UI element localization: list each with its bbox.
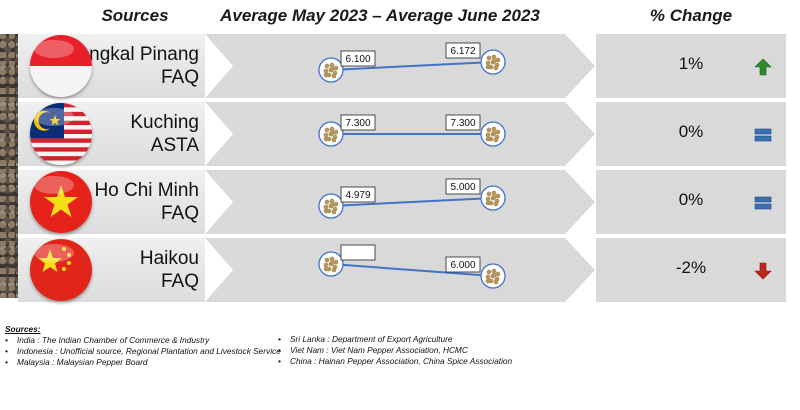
footnote: • India : The Indian Chamber of Commerce … (5, 335, 210, 345)
footnote: • Indonesia : Unofficial source, Regional… (5, 346, 281, 356)
source-city: Pangkal Pinang (65, 44, 199, 65)
footnote: • Sri Lanka : Department of Export Agricu… (278, 334, 453, 344)
end-value-label: 6.000 (450, 260, 475, 271)
china-flag-icon (30, 239, 92, 301)
series-line (330, 197, 494, 207)
footnote: • Viet Nam : Viet Nam Pepper Association,… (278, 345, 468, 355)
price-row: Pangkal Pinang FAQ 6.100 6.172 1% (0, 34, 800, 98)
arrow-down-icon (754, 262, 772, 285)
peppercorn-icon (480, 121, 506, 147)
price-change-plot: 4.979 5.000 (318, 178, 506, 219)
source-grade: FAQ (160, 67, 199, 88)
change-box: 1% (596, 34, 786, 98)
peppercorn-icon (318, 251, 344, 277)
price-change-plot: 7.300 7.300 (318, 114, 506, 147)
value-label-box (340, 244, 376, 261)
peppercorn-icon (318, 57, 344, 83)
header-sources: Sources (101, 6, 169, 25)
value-label-box (445, 178, 481, 195)
malaysia-flag-icon (30, 103, 92, 165)
pepper-background-icon (0, 34, 18, 298)
footnotes-left: Sources: • India : The Indian Chamber of … (5, 324, 281, 368)
peppercorn-icon (318, 121, 344, 147)
end-value-label: 6.172 (450, 46, 475, 57)
change-box: 0% (596, 102, 786, 166)
change-value: 1% (678, 54, 704, 73)
peppercorn-icon (318, 193, 344, 219)
header-change: % Change (649, 6, 733, 25)
change-value: 0% (678, 190, 704, 209)
price-change-plot: 6.000 (318, 244, 506, 289)
start-value-label: 7.300 (345, 118, 370, 129)
footnote: • Malaysia : Malaysian Pepper Board (5, 357, 148, 367)
source-grade: ASTA (150, 135, 199, 156)
peppercorn-icon (480, 185, 506, 211)
value-label-box (340, 186, 376, 203)
start-value-label: 6.100 (345, 54, 370, 65)
series-line (330, 61, 494, 71)
footnotes-right: • Sri Lanka : Department of Export Agricu… (278, 334, 512, 367)
value-label-box (445, 114, 481, 131)
change-value: 0% (678, 122, 704, 141)
price-row: Haikou FAQ 6.000 -2% (0, 238, 800, 302)
equal-sign-icon (754, 126, 772, 149)
source-city: Kuching (130, 112, 199, 133)
series-line (330, 263, 494, 277)
change-box: -2% (596, 238, 786, 302)
header-period: Average May 2023 – Average June 2023 (220, 6, 540, 25)
price-row: Ho Chi Minh FAQ 4.979 5.000 0% (0, 170, 800, 234)
change-box: 0% (596, 170, 786, 234)
vietnam-flag-icon (30, 171, 92, 233)
end-value-label: 5.000 (450, 182, 475, 193)
end-value-label: 7.300 (450, 118, 475, 129)
value-label-box (445, 42, 481, 59)
change-value: -2% (675, 258, 707, 277)
value-label-box (445, 256, 481, 273)
source-city: Ho Chi Minh (94, 180, 199, 201)
peppercorn-icon (480, 263, 506, 289)
value-label-box (340, 114, 376, 131)
source-grade: FAQ (160, 271, 199, 292)
peppercorn-icon (480, 49, 506, 75)
equal-sign-icon (754, 194, 772, 217)
price-change-plot: 6.100 6.172 (318, 42, 506, 83)
price-row: Kuching ASTA 7.300 7.300 0% (0, 102, 800, 166)
footnote: • China : Hainan Pepper Association, Chin… (278, 356, 513, 366)
value-label-box (340, 50, 376, 67)
source-city: Haikou (139, 248, 199, 269)
start-value-label: 4.979 (345, 190, 370, 201)
arrow-up-icon (754, 58, 772, 81)
source-grade: FAQ (160, 203, 199, 224)
footnotes-title: Sources: (5, 324, 41, 334)
